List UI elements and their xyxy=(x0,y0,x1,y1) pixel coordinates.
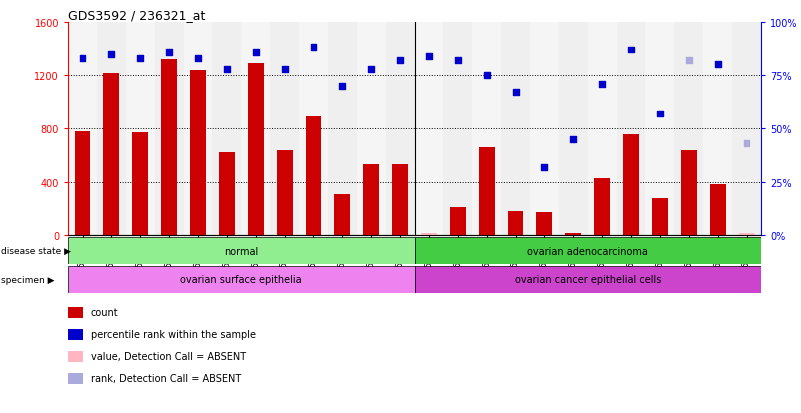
Point xyxy=(76,56,89,62)
Bar xyxy=(415,237,761,264)
Bar xyxy=(501,23,530,235)
Bar xyxy=(508,211,524,235)
Bar xyxy=(646,23,674,235)
Bar xyxy=(248,64,264,235)
Bar xyxy=(739,233,755,235)
Bar xyxy=(652,198,668,235)
Bar xyxy=(479,148,495,235)
Bar xyxy=(421,233,437,235)
Point xyxy=(625,47,638,54)
Bar xyxy=(559,23,588,235)
Bar xyxy=(126,23,155,235)
Bar xyxy=(588,23,617,235)
Bar xyxy=(219,153,235,235)
Bar xyxy=(212,23,241,235)
Bar xyxy=(364,165,379,235)
Bar xyxy=(623,135,639,235)
Point xyxy=(105,51,118,58)
Bar xyxy=(299,23,328,235)
Bar xyxy=(710,185,726,235)
Bar xyxy=(97,23,126,235)
Text: normal: normal xyxy=(224,246,259,256)
Point xyxy=(567,136,580,143)
Text: ovarian surface epithelia: ovarian surface epithelia xyxy=(180,275,302,285)
Bar xyxy=(68,23,97,235)
Bar xyxy=(183,23,212,235)
Bar xyxy=(161,60,177,235)
Bar xyxy=(450,207,465,235)
Bar xyxy=(674,23,703,235)
Bar xyxy=(732,23,761,235)
Point xyxy=(163,49,175,56)
Text: GDS3592 / 236321_at: GDS3592 / 236321_at xyxy=(68,9,206,21)
Bar xyxy=(566,233,582,235)
Text: disease state ▶: disease state ▶ xyxy=(1,247,70,255)
Point xyxy=(596,81,609,88)
Point xyxy=(509,90,522,96)
Text: count: count xyxy=(91,308,118,318)
Bar xyxy=(155,23,183,235)
Bar xyxy=(392,165,408,235)
Bar xyxy=(74,132,91,235)
Text: rank, Detection Call = ABSENT: rank, Detection Call = ABSENT xyxy=(91,373,241,383)
Point xyxy=(307,45,320,52)
Bar xyxy=(356,23,385,235)
Point xyxy=(134,56,147,62)
Point xyxy=(423,53,436,60)
Point xyxy=(220,66,233,73)
Bar xyxy=(328,23,356,235)
Point xyxy=(364,66,377,73)
Bar xyxy=(270,23,299,235)
Point xyxy=(393,58,406,64)
Bar xyxy=(415,266,761,293)
Bar xyxy=(537,212,553,235)
Bar xyxy=(473,23,501,235)
Bar xyxy=(594,178,610,235)
Point xyxy=(481,73,493,79)
Text: percentile rank within the sample: percentile rank within the sample xyxy=(91,330,256,339)
Point xyxy=(191,56,204,62)
Bar xyxy=(68,266,415,293)
Text: ovarian cancer epithelial cells: ovarian cancer epithelial cells xyxy=(514,275,661,285)
Point xyxy=(452,58,465,64)
Bar xyxy=(385,23,415,235)
Bar xyxy=(334,194,350,235)
Text: value, Detection Call = ABSENT: value, Detection Call = ABSENT xyxy=(91,351,246,361)
Bar xyxy=(103,74,119,235)
Bar xyxy=(681,150,697,235)
Bar xyxy=(415,23,444,235)
Point xyxy=(336,83,348,90)
Point xyxy=(249,49,262,56)
Text: ovarian adenocarcinoma: ovarian adenocarcinoma xyxy=(527,246,648,256)
Bar xyxy=(276,150,292,235)
Bar xyxy=(190,71,206,235)
Bar xyxy=(68,237,415,264)
Point xyxy=(740,141,753,147)
Bar xyxy=(241,23,270,235)
Text: specimen ▶: specimen ▶ xyxy=(1,275,54,284)
Bar xyxy=(530,23,559,235)
Bar xyxy=(444,23,473,235)
Bar xyxy=(617,23,646,235)
Point xyxy=(654,111,666,117)
Bar xyxy=(132,133,148,235)
Point xyxy=(278,66,291,73)
Point xyxy=(538,164,551,171)
Point xyxy=(682,58,695,64)
Point xyxy=(711,62,724,69)
Bar xyxy=(305,117,321,235)
Bar xyxy=(703,23,732,235)
